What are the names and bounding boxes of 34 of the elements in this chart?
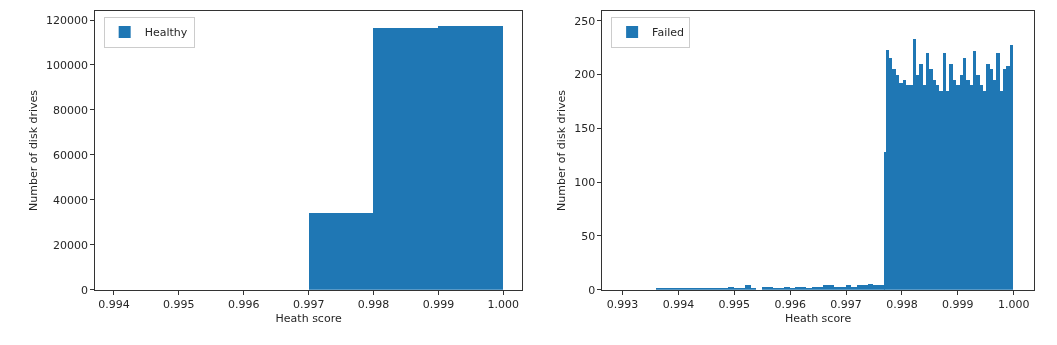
x-tick-label: 0.994 xyxy=(662,298,695,311)
x-tick-label: 0.999 xyxy=(422,298,455,311)
x-tick-label: 0.998 xyxy=(357,298,390,311)
y-tick-label: 100000 xyxy=(45,58,88,72)
legend-label: Healthy xyxy=(144,26,188,40)
x-axis-title: Heath score xyxy=(275,312,342,326)
x-tick-label: 0.995 xyxy=(163,298,195,311)
x-tick-label: 1.000 xyxy=(487,298,520,311)
y-tick-label: 250 xyxy=(574,14,596,28)
y-tick-label: 150 xyxy=(574,122,596,136)
legend-label: Failed xyxy=(652,26,685,40)
x-tick-label: 0.993 xyxy=(606,298,639,311)
y-tick-label: 200 xyxy=(574,68,596,82)
x-tick-label: 0.998 xyxy=(886,298,918,311)
y-axis-title: Number of disk drives xyxy=(26,89,40,211)
y-axis-title: Number of disk drives xyxy=(554,89,568,211)
y-tick-label: 0 xyxy=(80,283,88,297)
x-tick-label: 0.999 xyxy=(942,298,974,311)
y-tick-label: 100 xyxy=(574,176,596,190)
y-tick-label: 120000 xyxy=(45,13,88,27)
x-tick-label: 0.994 xyxy=(98,298,130,311)
x-tick-label: 0.996 xyxy=(228,298,260,311)
y-tick-label: 60000 xyxy=(52,148,88,162)
x-tick-label: 0.995 xyxy=(718,298,751,311)
x-tick-label: 0.997 xyxy=(830,298,862,311)
y-tick-label: 0 xyxy=(588,283,596,297)
x-tick-label: 1.000 xyxy=(997,298,1030,311)
y-tick-label: 80000 xyxy=(52,103,88,117)
y-tick-label: 40000 xyxy=(52,193,88,207)
x-axis-title: Heath score xyxy=(785,312,852,326)
x-tick-label: 0.997 xyxy=(292,298,325,311)
y-tick-label: 20000 xyxy=(52,238,88,252)
y-tick-label: 50 xyxy=(581,229,596,243)
x-tick-label: 0.996 xyxy=(774,298,806,311)
